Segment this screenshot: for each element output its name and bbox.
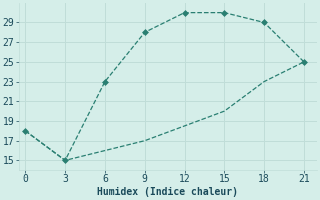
X-axis label: Humidex (Indice chaleur): Humidex (Indice chaleur)	[98, 187, 238, 197]
